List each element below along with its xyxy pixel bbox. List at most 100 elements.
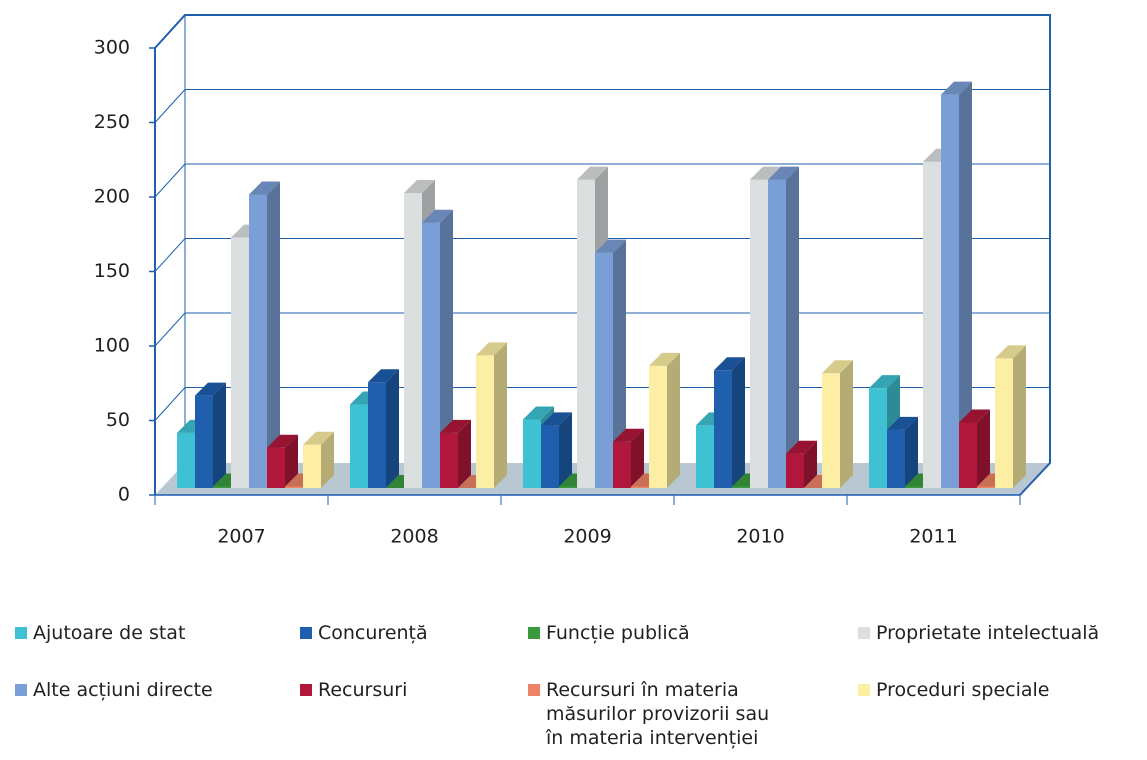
- bar-front: [213, 486, 231, 488]
- bar-side: [840, 360, 853, 488]
- bar-top: [476, 342, 507, 356]
- bar-front: [869, 388, 887, 488]
- bar-front: [476, 355, 494, 488]
- bar-front: [905, 486, 923, 488]
- bar-front: [887, 429, 905, 488]
- legend-item: Proprietate intelectuală: [858, 621, 1099, 645]
- bar-front: [231, 237, 249, 488]
- bar-top: [786, 440, 817, 454]
- bar-front: [350, 404, 368, 488]
- bar-top: [613, 428, 644, 442]
- legend-swatch: [15, 627, 27, 639]
- bar-side: [977, 409, 990, 488]
- bar-side: [804, 440, 817, 488]
- bar-top: [368, 369, 399, 383]
- y-tick-label: 150: [94, 260, 130, 282]
- legend-swatch: [15, 684, 27, 696]
- grid-line-side: [154, 238, 186, 272]
- bar-side: [267, 181, 280, 488]
- bar-top: [887, 416, 918, 430]
- bar-front: [368, 382, 386, 488]
- legend-label: Recursuri în materia măsurilor provizori…: [546, 679, 770, 749]
- legend-item: Alte acțiuni directe: [15, 678, 213, 702]
- bar-top: [249, 181, 280, 195]
- bar-front: [440, 432, 458, 488]
- legend-swatch: [300, 684, 312, 696]
- bar-top: [422, 209, 453, 223]
- bar-front: [649, 365, 667, 488]
- bar-front: [822, 373, 840, 488]
- bar-top: [649, 352, 680, 366]
- bar-side: [559, 412, 572, 488]
- bar-side: [959, 81, 972, 488]
- bar-side: [285, 434, 298, 488]
- bar-top: [750, 166, 781, 180]
- bar-front: [768, 179, 786, 488]
- bar-top: [869, 375, 900, 389]
- legend-item: Recursuri în materia măsurilor provizori…: [528, 678, 776, 750]
- bar-front: [303, 444, 321, 488]
- x-tick-label: 2010: [736, 526, 784, 548]
- bar-side: [905, 416, 918, 488]
- bar-side: [1013, 345, 1026, 488]
- grid-line-side: [154, 163, 186, 198]
- bar-top: [303, 431, 334, 445]
- bar-top: [267, 434, 298, 448]
- y-tick-label: 200: [94, 186, 130, 208]
- x-tick-label: 2009: [563, 526, 611, 548]
- bar-front: [977, 486, 995, 488]
- legend-label: Concurență: [318, 622, 428, 644]
- bar-side: [458, 419, 471, 488]
- grid-line-side: [154, 89, 186, 123]
- y-tick-label: 50: [106, 409, 130, 431]
- bar-front: [541, 425, 559, 488]
- legend-item: Recursuri: [300, 678, 407, 702]
- bar-side: [631, 428, 644, 488]
- legend-swatch: [858, 684, 870, 696]
- y-tick-label: 100: [94, 335, 130, 357]
- bar-front: [177, 432, 195, 488]
- grid-line-side: [154, 387, 186, 421]
- bar-top: [995, 345, 1026, 359]
- bar-side: [732, 357, 745, 488]
- bar-side: [213, 382, 226, 488]
- bar-front: [923, 161, 941, 488]
- bar-side: [494, 342, 507, 488]
- bar-side: [667, 352, 680, 488]
- legend-label: Ajutoare de stat: [33, 622, 186, 644]
- legend-item: Proceduri speciale: [858, 678, 1050, 702]
- x-tick-label: 2011: [909, 526, 957, 548]
- bar-front: [577, 179, 595, 488]
- bar-top: [577, 166, 608, 180]
- bar-top: [959, 409, 990, 423]
- bar-top: [541, 412, 572, 426]
- bar-front: [613, 441, 631, 488]
- grid-line-side: [154, 312, 186, 347]
- bar-front: [559, 486, 577, 488]
- bar-front: [941, 94, 959, 488]
- bar-side: [321, 431, 334, 488]
- bar-front: [750, 179, 768, 488]
- bar-front: [696, 425, 714, 488]
- bar-top: [595, 239, 626, 253]
- legend-item: Concurență: [300, 621, 428, 645]
- bar-front: [285, 486, 303, 488]
- bar-front: [249, 194, 267, 488]
- bar-front: [523, 419, 541, 488]
- bar-front: [422, 222, 440, 488]
- bar-top: [941, 81, 972, 95]
- bar-front: [714, 370, 732, 488]
- bar-top: [440, 419, 471, 433]
- legend-label: Funcție publică: [546, 622, 690, 644]
- bar-front: [195, 395, 213, 488]
- legend-label: Proprietate intelectuală: [876, 622, 1100, 644]
- x-tick-label: 2008: [390, 526, 438, 548]
- legend-swatch: [528, 684, 540, 696]
- bar-top: [523, 406, 554, 420]
- bar-side: [613, 239, 626, 488]
- legend-item: Funcție publică: [528, 621, 690, 645]
- bar-side: [386, 369, 399, 488]
- bar-top: [822, 360, 853, 374]
